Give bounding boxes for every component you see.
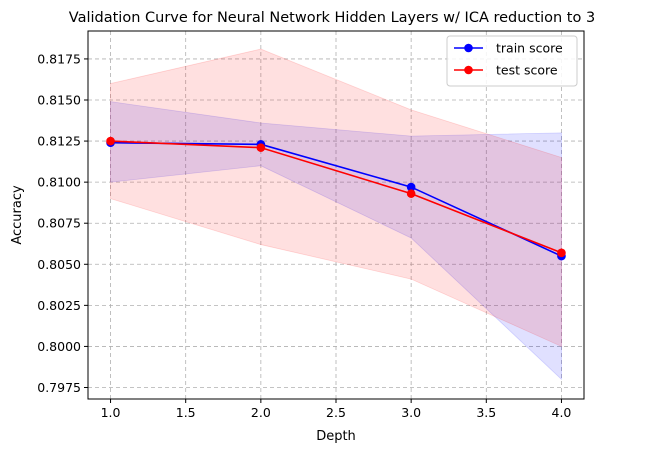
series-line <box>110 140 562 254</box>
x-axis-ticks: 1.0 1.5 2.0 2.5 3.0 3.5 4.0 <box>101 399 572 420</box>
chart-title: Validation Curve for Neural Network Hidd… <box>69 10 595 26</box>
data-point <box>106 136 115 146</box>
y-tick-label: 0.8175 <box>37 51 81 66</box>
data-point <box>557 248 566 258</box>
data-point <box>406 189 416 198</box>
legend-marker <box>464 43 473 53</box>
x-tick-label: 1.0 <box>101 405 121 420</box>
x-tick-label: 2.0 <box>251 405 271 420</box>
x-axis-label: Depth <box>316 429 356 444</box>
y-tick-label: 0.7975 <box>37 380 81 395</box>
series-line <box>110 141 562 257</box>
legend: train score test score <box>446 35 578 87</box>
legend-label: test score <box>496 63 558 78</box>
x-tick-label: 2.5 <box>326 405 346 420</box>
y-axis-label: Accuracy <box>10 185 25 245</box>
x-tick-label: 3.5 <box>476 405 496 420</box>
y-tick-label: 0.8025 <box>37 298 81 313</box>
legend-label: train score <box>496 41 563 56</box>
grid-lines <box>88 31 584 399</box>
y-tick-label: 0.8000 <box>37 339 81 354</box>
y-tick-label: 0.8125 <box>37 134 81 149</box>
data-point <box>406 182 416 192</box>
y-tick-label: 0.8075 <box>37 216 81 231</box>
y-axis-ticks: 0.7975 0.8000 0.8025 0.8050 0.8075 0.8100 0.81… <box>37 51 88 395</box>
series-lines <box>110 140 562 257</box>
series-points <box>106 136 566 261</box>
data-point <box>256 143 266 152</box>
series-band <box>110 101 562 381</box>
x-tick-label: 4.0 <box>552 405 572 420</box>
series-band <box>110 48 562 348</box>
y-tick-label: 0.8050 <box>37 257 81 272</box>
x-tick-label: 3.0 <box>401 405 421 420</box>
legend-marker <box>464 65 473 75</box>
x-tick-label: 1.5 <box>176 405 196 420</box>
confidence-bands <box>110 48 562 381</box>
y-tick-label: 0.8100 <box>37 175 81 190</box>
y-tick-label: 0.8150 <box>37 93 81 108</box>
